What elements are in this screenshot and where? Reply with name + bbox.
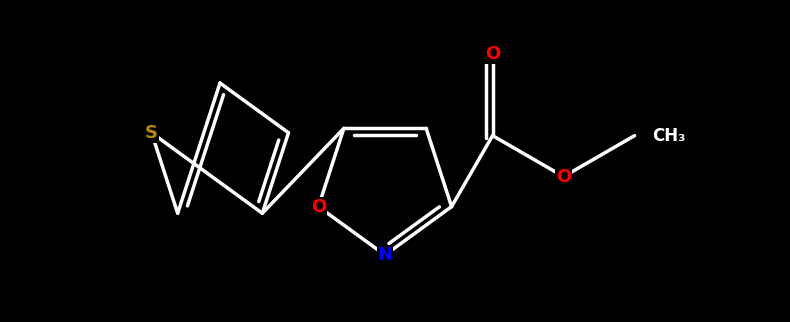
Text: O: O: [485, 45, 500, 62]
Text: O: O: [310, 198, 326, 216]
Text: N: N: [378, 246, 393, 264]
Text: O: O: [556, 168, 571, 185]
Text: S: S: [145, 124, 158, 142]
Text: CH₃: CH₃: [653, 127, 686, 145]
